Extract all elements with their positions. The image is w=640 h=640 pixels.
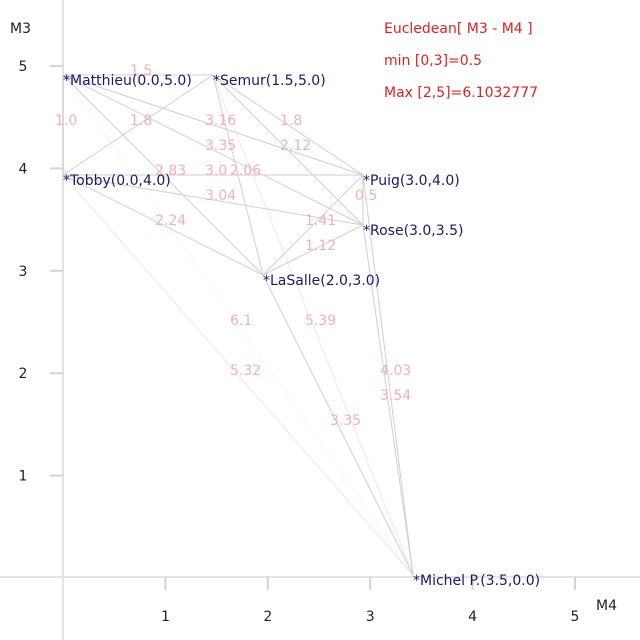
y-tick-label: 5 (19, 59, 28, 75)
x-tick-label: 3 (366, 609, 375, 625)
min-distance-text: min [0,3]=0.5 (384, 53, 482, 69)
max-distance-text: Max [2,5]=6.1032777 (384, 85, 538, 101)
x-tick-label: 1 (161, 609, 170, 625)
distance-line (62, 174, 264, 276)
chart-title: Eucledean[ M3 - M4 ] (384, 21, 533, 37)
x-axis-title: M4 (596, 598, 617, 614)
distance-label: 3.0 (205, 163, 227, 179)
point-label: *Matthieu(0.0,5.0) (63, 73, 192, 89)
distance-label: 3.35 (330, 413, 361, 429)
distance-line (62, 74, 414, 576)
point-label: *LaSalle(2.0,3.0) (263, 273, 380, 289)
point-labels: *Matthieu(0.0,5.0) *Semur(1.5,5.0) *Tobby(… (63, 73, 540, 589)
distance-label: 5.32 (230, 363, 261, 379)
y-tick-label: 3 (19, 264, 28, 280)
distance-label: 1.8 (280, 113, 302, 129)
distance-label: 1.8 (130, 113, 152, 129)
distance-line (262, 174, 364, 276)
distance-line (362, 224, 414, 576)
info-panel: Eucledean[ M3 - M4 ] min [0,3]=0.5 Max [… (384, 21, 538, 101)
distance-label: 2.83 (155, 163, 186, 179)
distance-label: 6.1 (230, 313, 252, 329)
point-label: *Rose(3.0,3.5) (363, 223, 463, 239)
distance-line (62, 74, 364, 176)
distance-lines (62, 74, 414, 576)
distance-label: 0.5 (355, 188, 377, 204)
distance-label: 3.04 (205, 188, 236, 204)
distance-line (62, 174, 364, 226)
point-label: *Tobby(0.0,4.0) (63, 173, 171, 189)
distance-label: 5.39 (305, 313, 336, 329)
distance-labels: 1.5 1.0 3.16 3.35 2.83 6.1 1.8 1.8 2.12 2.06 5.39 3… (55, 63, 411, 429)
distance-line (62, 174, 414, 576)
axis-ticks: 1 2 3 4 5 1 2 3 4 5 (19, 59, 580, 625)
distance-line (262, 274, 414, 576)
y-axis-title: M3 (10, 21, 31, 37)
distance-label: 2.06 (230, 163, 261, 179)
distance-line (62, 74, 364, 226)
y-tick-label: 2 (19, 366, 28, 382)
distance-line (262, 224, 364, 276)
distance-label: 2.12 (280, 138, 311, 154)
x-tick-label: 4 (468, 609, 477, 625)
distance-label: 3.54 (380, 388, 411, 404)
distance-line (212, 74, 414, 576)
distance-label: 3.35 (205, 138, 236, 154)
point-label: *Semur(1.5,5.0) (213, 73, 326, 89)
distance-label: 1.41 (305, 213, 336, 229)
x-tick-label: 5 (571, 609, 580, 625)
point-label: *Michel P.(3.5,0.0) (413, 573, 540, 589)
distance-line (212, 74, 364, 176)
distance-label: 1.12 (305, 238, 336, 254)
distance-label: 4.03 (380, 363, 411, 379)
distance-line (362, 174, 414, 576)
distance-line (62, 74, 214, 176)
distance-label: 1.5 (130, 63, 152, 79)
distance-label: 2.24 (155, 213, 186, 229)
distance-label: 1.0 (55, 113, 77, 129)
distance-label: 3.16 (205, 113, 236, 129)
x-tick-label: 2 (263, 609, 272, 625)
y-tick-label: 1 (19, 469, 28, 485)
point-label: *Puig(3.0,4.0) (363, 173, 460, 189)
y-tick-label: 4 (19, 161, 28, 177)
